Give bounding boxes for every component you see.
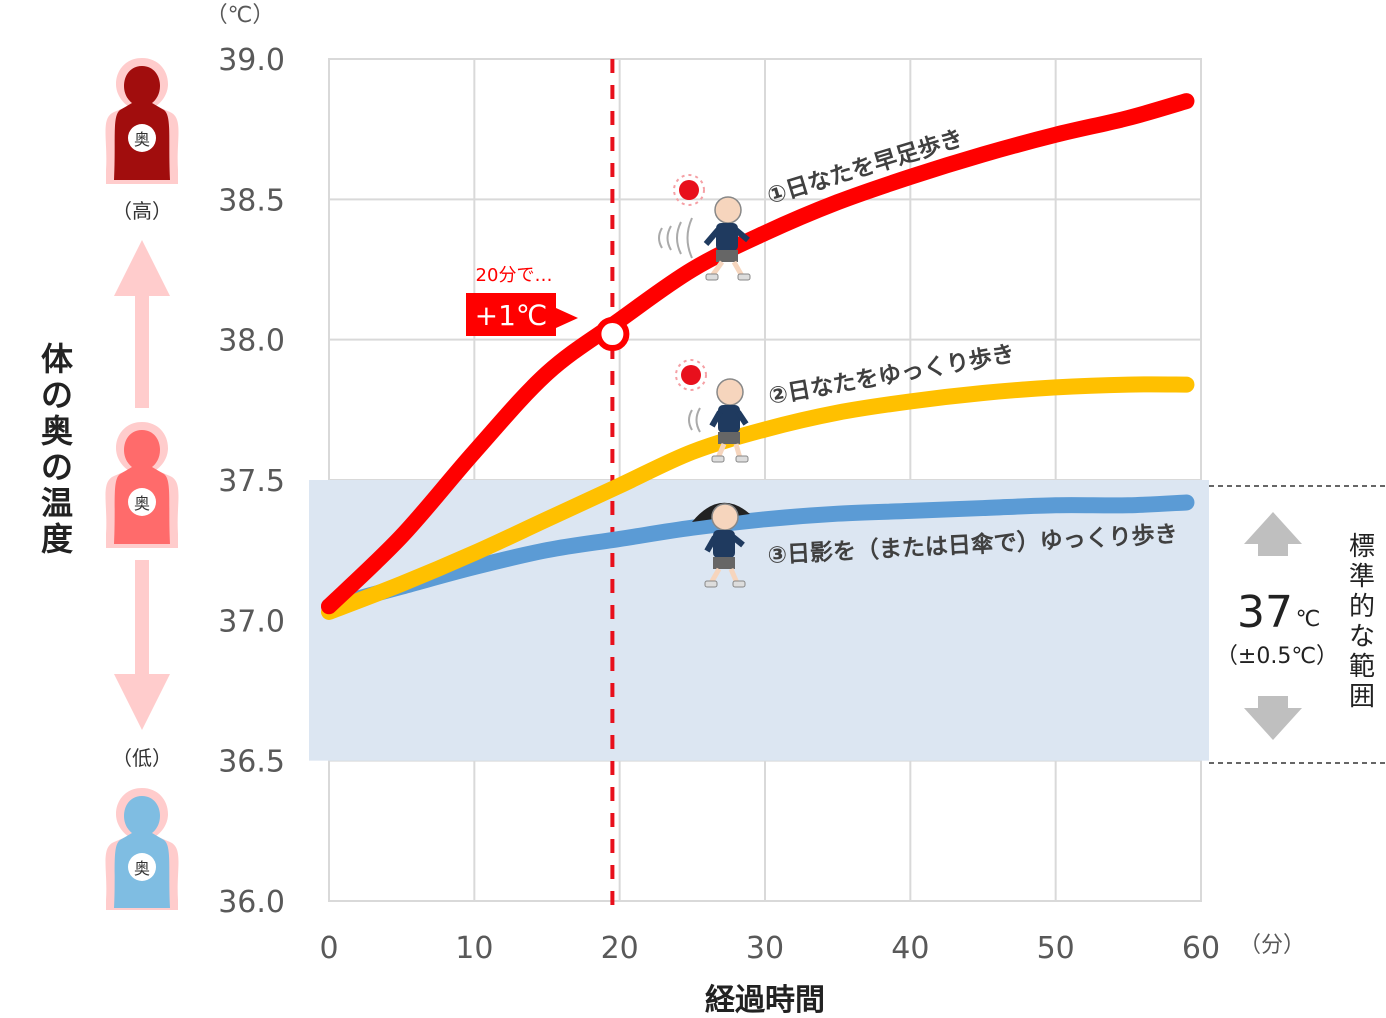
y-axis-title: 体の奥の温度 <box>41 340 73 558</box>
x-tick-label: 20 <box>601 931 639 966</box>
twenty-minute-point-marker <box>595 317 630 352</box>
x-tick-label: 10 <box>455 931 493 966</box>
high-label: （高） <box>112 199 172 223</box>
motion-lines-icon <box>688 407 701 433</box>
band-range: （±0.5℃） <box>1216 644 1338 669</box>
sun-icon <box>673 174 705 206</box>
motion-lines-icon <box>658 217 693 259</box>
y-tick-labels: 36.0 36.5 37.0 37.5 38.0 38.5 39.0 <box>218 43 285 920</box>
sun-icon <box>675 359 707 391</box>
x-tick-label: 60 <box>1182 931 1220 966</box>
body-hot-icon: 奥 <box>105 58 179 184</box>
body-cold-glyph: 奥 <box>134 859 150 878</box>
x-tick-label: 30 <box>746 931 784 966</box>
body-normal-glyph: 奥 <box>134 494 150 513</box>
y-tick-label: 39.0 <box>218 43 285 78</box>
y-unit-label: （℃） <box>206 3 275 28</box>
band-value-unit: ℃ <box>1296 607 1321 632</box>
body-normal-icon: 奥 <box>105 422 179 548</box>
x-tick-label: 0 <box>319 931 338 966</box>
y-tick-label: 36.0 <box>218 885 285 920</box>
x-tick-label: 50 <box>1037 931 1075 966</box>
y-tick-label: 37.5 <box>218 464 285 499</box>
walker-slow-icon <box>709 378 749 463</box>
y-tick-label: 37.0 <box>218 604 285 639</box>
walker-fast-icon <box>703 196 751 281</box>
up-arrow-icon <box>1244 512 1302 556</box>
series-line-3 <box>321 494 1195 615</box>
down-arrow-icon <box>1244 696 1302 740</box>
annotation-small-text: 20分で… <box>476 265 553 286</box>
body-hot-glyph: 奥 <box>134 130 150 149</box>
x-tick-labels: 0 10 20 30 40 50 60 <box>319 931 1220 966</box>
y-tick-label: 38.0 <box>218 324 285 359</box>
low-label: （低） <box>112 746 172 770</box>
body-cold-icon: 奥 <box>105 788 179 910</box>
walker-shade-icon <box>704 503 746 588</box>
series-line-2 <box>321 376 1195 620</box>
y-tick-label: 36.5 <box>218 745 285 780</box>
band-value: 37 <box>1237 587 1293 638</box>
band-label: 標準的な範囲 <box>1349 532 1375 712</box>
annotation-callout-box <box>466 293 578 336</box>
x-unit-label: （分） <box>1239 933 1305 958</box>
y-tick-label: 38.5 <box>218 183 285 218</box>
x-axis-title: 経過時間 <box>705 983 825 1018</box>
annotation-big-text: +1℃ <box>475 299 548 332</box>
x-tick-label: 40 <box>891 931 929 966</box>
